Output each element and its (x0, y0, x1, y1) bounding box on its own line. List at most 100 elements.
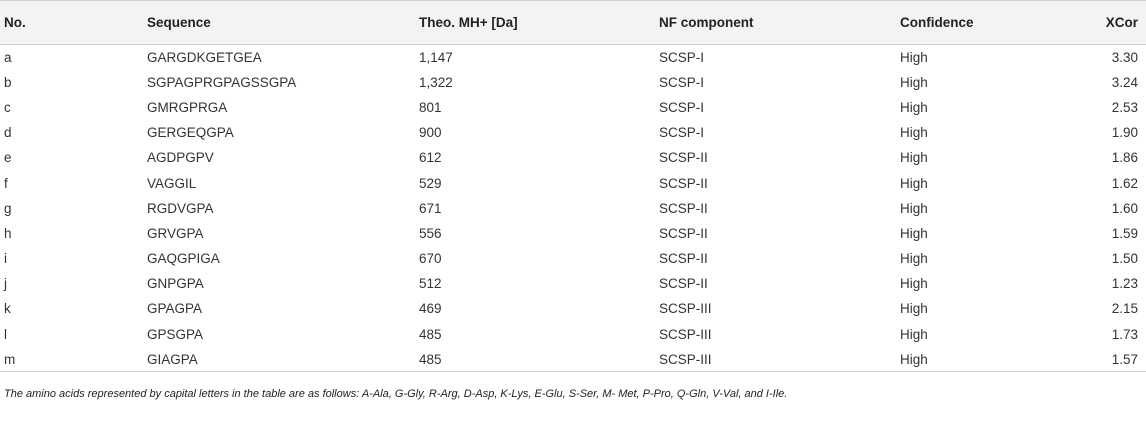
table-row: e AGDPGPV 612 SCSP-II High 1.86 (0, 145, 1146, 170)
header-theo-mh: Theo. MH+ [Da] (415, 0, 655, 45)
header-xcor: XCor (1083, 0, 1146, 45)
table-row: h GRVGPA 556 SCSP-II High 1.59 (0, 221, 1146, 246)
cell-sequence: RGDVGPA (147, 200, 214, 216)
cell-xcor: 3.30 (1111, 49, 1138, 65)
cell-theo-mh: 671 (419, 200, 442, 216)
header-row: No. Sequence Theo. MH+ [Da] NF component… (0, 0, 1146, 45)
cell-xcor: 1.73 (1111, 326, 1138, 342)
cell-confidence: High (900, 175, 928, 191)
cell-no: k (4, 301, 11, 317)
cell-sequence: GPAGPA (147, 301, 203, 317)
cell-nf-component: SCSP-I (659, 99, 705, 115)
cell-no: d (4, 125, 12, 141)
cell-nf-component: SCSP-II (659, 276, 708, 292)
cell-confidence: High (900, 150, 928, 166)
cell-confidence: High (900, 326, 928, 342)
cell-confidence: High (900, 125, 928, 141)
cell-no: l (4, 326, 7, 342)
cell-sequence: GPSGPA (147, 326, 204, 342)
table-row: f VAGGIL 529 SCSP-II High 1.62 (0, 170, 1146, 195)
cell-confidence: High (900, 200, 928, 216)
cell-sequence: GARGDKGETGEA (147, 49, 262, 65)
cell-nf-component: SCSP-II (659, 175, 708, 191)
cell-confidence: High (900, 74, 928, 90)
cell-theo-mh: 512 (419, 276, 442, 292)
cell-theo-mh: 485 (415, 346, 655, 373)
cell-nf-component: SCSP-III (659, 326, 712, 342)
cell-xcor: 1.59 (1111, 225, 1138, 241)
cell-sequence: GIAGPA (143, 346, 415, 373)
cell-sequence: GAQGPIGA (147, 251, 220, 267)
header-no: No. (0, 0, 143, 45)
cell-no: i (4, 251, 7, 267)
cell-no: h (4, 225, 12, 241)
cell-confidence: High (900, 99, 928, 115)
cell-no: g (4, 200, 12, 216)
table-header: No. Sequence Theo. MH+ [Da] NF component… (0, 0, 1146, 45)
cell-no: j (4, 276, 7, 292)
cell-theo-mh: 1,322 (419, 74, 453, 90)
cell-confidence: High (900, 301, 928, 317)
cell-nf-component: SCSP-III (655, 346, 896, 373)
cell-nf-component: SCSP-II (659, 150, 708, 166)
table-row: b SGPAGPRGPAGSSGPA 1,322 SCSP-I High 3.24 (0, 70, 1146, 95)
cell-confidence: High (900, 49, 928, 65)
table-row: a GARGDKGETGEA 1,147 SCSP-I High 3.30 (0, 45, 1146, 70)
cell-theo-mh: 1,147 (419, 49, 453, 65)
cell-sequence: GRVGPA (147, 225, 204, 241)
cell-theo-mh: 556 (419, 225, 442, 241)
cell-sequence: GNPGPA (147, 276, 204, 292)
cell-nf-component: SCSP-II (659, 225, 708, 241)
cell-theo-mh: 900 (419, 125, 442, 141)
cell-xcor: 1.57 (1083, 346, 1146, 373)
table-row: d GERGEQGPA 900 SCSP-I High 1.90 (0, 120, 1146, 145)
cell-xcor: 1.50 (1111, 251, 1138, 267)
peptide-table: No. Sequence Theo. MH+ [Da] NF component… (0, 0, 1146, 373)
cell-confidence: High (896, 346, 1083, 373)
cell-confidence: High (900, 225, 928, 241)
cell-sequence: AGDPGPV (147, 150, 214, 166)
cell-theo-mh: 801 (419, 99, 442, 115)
cell-theo-mh: 670 (419, 251, 442, 267)
cell-xcor: 1.23 (1111, 276, 1138, 292)
table-row: g RGDVGPA 671 SCSP-II High 1.60 (0, 196, 1146, 221)
cell-xcor: 1.90 (1111, 125, 1138, 141)
cell-xcor: 2.15 (1111, 301, 1138, 317)
cell-sequence: GMRGPRGA (147, 99, 228, 115)
cell-theo-mh: 485 (419, 326, 442, 342)
table-body: a GARGDKGETGEA 1,147 SCSP-I High 3.30 b SGPAGPR… (0, 45, 1146, 373)
cell-nf-component: SCSP-I (659, 125, 705, 141)
header-confidence: Confidence (896, 0, 1083, 45)
cell-theo-mh: 469 (419, 301, 442, 317)
table-footnote: The amino acids represented by capital l… (4, 388, 788, 400)
cell-theo-mh: 529 (419, 175, 442, 191)
cell-confidence: High (900, 276, 928, 292)
cell-theo-mh: 612 (419, 150, 442, 166)
cell-nf-component: SCSP-I (659, 74, 705, 90)
cell-no: m (0, 346, 143, 373)
table-row: c GMRGPRGA 801 SCSP-I High 2.53 (0, 95, 1146, 120)
cell-xcor: 1.62 (1111, 175, 1138, 191)
cell-xcor: 3.24 (1111, 74, 1138, 90)
table-row: l GPSGPA 485 SCSP-III High 1.73 (0, 322, 1146, 347)
cell-xcor: 1.86 (1111, 150, 1138, 166)
cell-no: f (4, 175, 8, 191)
table-row: j GNPGPA 512 SCSP-II High 1.23 (0, 271, 1146, 296)
cell-no: b (4, 74, 12, 90)
cell-nf-component: SCSP-I (659, 49, 705, 65)
cell-xcor: 2.53 (1111, 99, 1138, 115)
header-nf-component: NF component (655, 0, 896, 45)
cell-no: c (4, 99, 11, 115)
cell-no: a (4, 49, 12, 65)
cell-nf-component: SCSP-III (659, 301, 712, 317)
cell-no: e (4, 150, 12, 166)
cell-nf-component: SCSP-II (659, 251, 708, 267)
header-sequence: Sequence (143, 0, 415, 45)
table-row: m GIAGPA 485 SCSP-III High 1.57 (0, 346, 1146, 373)
table-row: i GAQGPIGA 670 SCSP-II High 1.50 (0, 246, 1146, 271)
cell-sequence: SGPAGPRGPAGSSGPA (147, 74, 297, 90)
cell-sequence: GERGEQGPA (147, 125, 234, 141)
cell-nf-component: SCSP-II (659, 200, 708, 216)
table-row: k GPAGPA 469 SCSP-III High 2.15 (0, 296, 1146, 321)
